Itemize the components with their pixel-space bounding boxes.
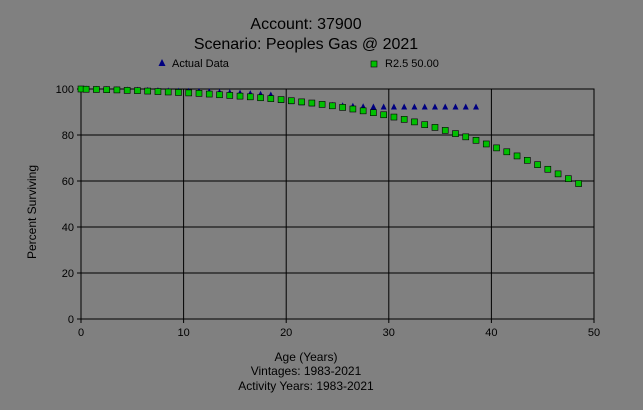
r25-curve-point [144, 87, 151, 95]
x-axis-label: Age (Years) [275, 350, 338, 364]
x-tick-label: 0 [78, 327, 84, 339]
actual-data-point [452, 103, 459, 110]
r25-curve-point [370, 109, 377, 116]
r25-curve-point [113, 86, 121, 94]
x-tick-label: 50 [588, 327, 600, 339]
r25-curve-point [462, 133, 470, 141]
r25-curve-point [288, 97, 295, 105]
r25-curve-point [277, 96, 285, 103]
r25-curve-point [554, 170, 562, 178]
r25-curve-point [482, 140, 490, 148]
x-tick-label: 30 [383, 327, 395, 339]
r25-curve-point [400, 116, 408, 123]
x-tick-label: 40 [485, 327, 497, 339]
y-tick-label: 100 [56, 84, 74, 96]
r25-curve-point [359, 107, 367, 115]
r25-curve-point [411, 118, 418, 126]
y-tick-label: 80 [62, 130, 74, 142]
r25-curve-point [441, 127, 449, 134]
legend-marker-r25 [370, 60, 378, 68]
actual-data-point [411, 103, 418, 110]
x-tick-label: 20 [280, 327, 292, 339]
legend-label-r25: R2.5 50.00 [385, 58, 439, 70]
r25-curve-point [339, 104, 346, 111]
legend: Actual Data R2.5 50.00 [158, 58, 439, 70]
chart-title: Account: 37900 [250, 16, 361, 33]
r25-curve-point [544, 165, 552, 173]
r25-curve-point [534, 161, 541, 168]
actual-data-point [370, 103, 377, 110]
r25-curve-point [298, 98, 305, 106]
r25-curve-point [318, 101, 326, 108]
r25-curve-point [175, 89, 182, 96]
actual-data-point [380, 103, 387, 110]
legend-marker-actual-data [158, 59, 166, 66]
r25-curve-point [380, 111, 387, 119]
r25-curve-point [329, 102, 336, 110]
y-tick-label: 40 [62, 222, 74, 234]
legend-label-actual-data: Actual Data [172, 58, 230, 70]
actual-data-point [473, 103, 480, 110]
r25-curve-point [257, 94, 264, 102]
x-tick-label: 10 [177, 327, 189, 339]
r25-curve-point [503, 148, 511, 156]
actual-data-point [421, 103, 428, 110]
chart-subtitle: Scenario: Peoples Gas @ 2021 [194, 36, 418, 53]
r25-curve-point [267, 95, 275, 102]
r25-curve-point [123, 87, 131, 94]
y-tick-label: 60 [62, 176, 74, 188]
r25-curve-point [216, 91, 223, 99]
plot-background [81, 89, 594, 319]
r25-curve-point [226, 92, 234, 99]
r25-curve-point [472, 136, 480, 144]
actual-data-point [442, 103, 449, 110]
r25-curve-point [452, 130, 459, 137]
r25-curve-point [575, 180, 582, 187]
r25-curve-point [390, 113, 398, 121]
r25-curve-point [164, 88, 172, 96]
actual-data-point [390, 103, 397, 110]
r25-curve-point [349, 105, 357, 113]
r25-curve-point [524, 157, 531, 164]
vintages-note: Vintages: 1983-2021 [251, 364, 362, 378]
r25-curve-point [195, 90, 203, 97]
r25-curve-point [421, 121, 429, 128]
r25-curve-point [103, 86, 110, 93]
y-tick-label: 0 [68, 314, 74, 326]
r25-curve-point [154, 88, 162, 95]
actual-data-point [431, 103, 438, 110]
r25-curve-point [82, 85, 90, 93]
y-axis-label: Percent Surviving [25, 165, 39, 259]
r25-curve-point [493, 144, 500, 152]
r25-curve-point [565, 175, 572, 182]
activity-years-note: Activity Years: 1983-2021 [238, 379, 374, 393]
r25-curve-point [134, 87, 141, 94]
r25-curve-point [185, 89, 193, 97]
r25-curve-point [236, 92, 244, 100]
actual-data-point [401, 103, 408, 110]
r25-curve-point [308, 99, 316, 107]
r25-curve-point [93, 86, 100, 93]
actual-data-point [462, 103, 469, 110]
r25-curve-point [205, 90, 213, 98]
r25-curve-point [513, 152, 521, 160]
plot-frame [80, 88, 595, 320]
r25-curve-point [246, 93, 254, 101]
plot-area: 0 10 20 30 40 50 0 20 40 60 80 100 [56, 84, 600, 339]
r25-curve-point [431, 124, 439, 131]
y-tick-label: 20 [62, 268, 74, 280]
